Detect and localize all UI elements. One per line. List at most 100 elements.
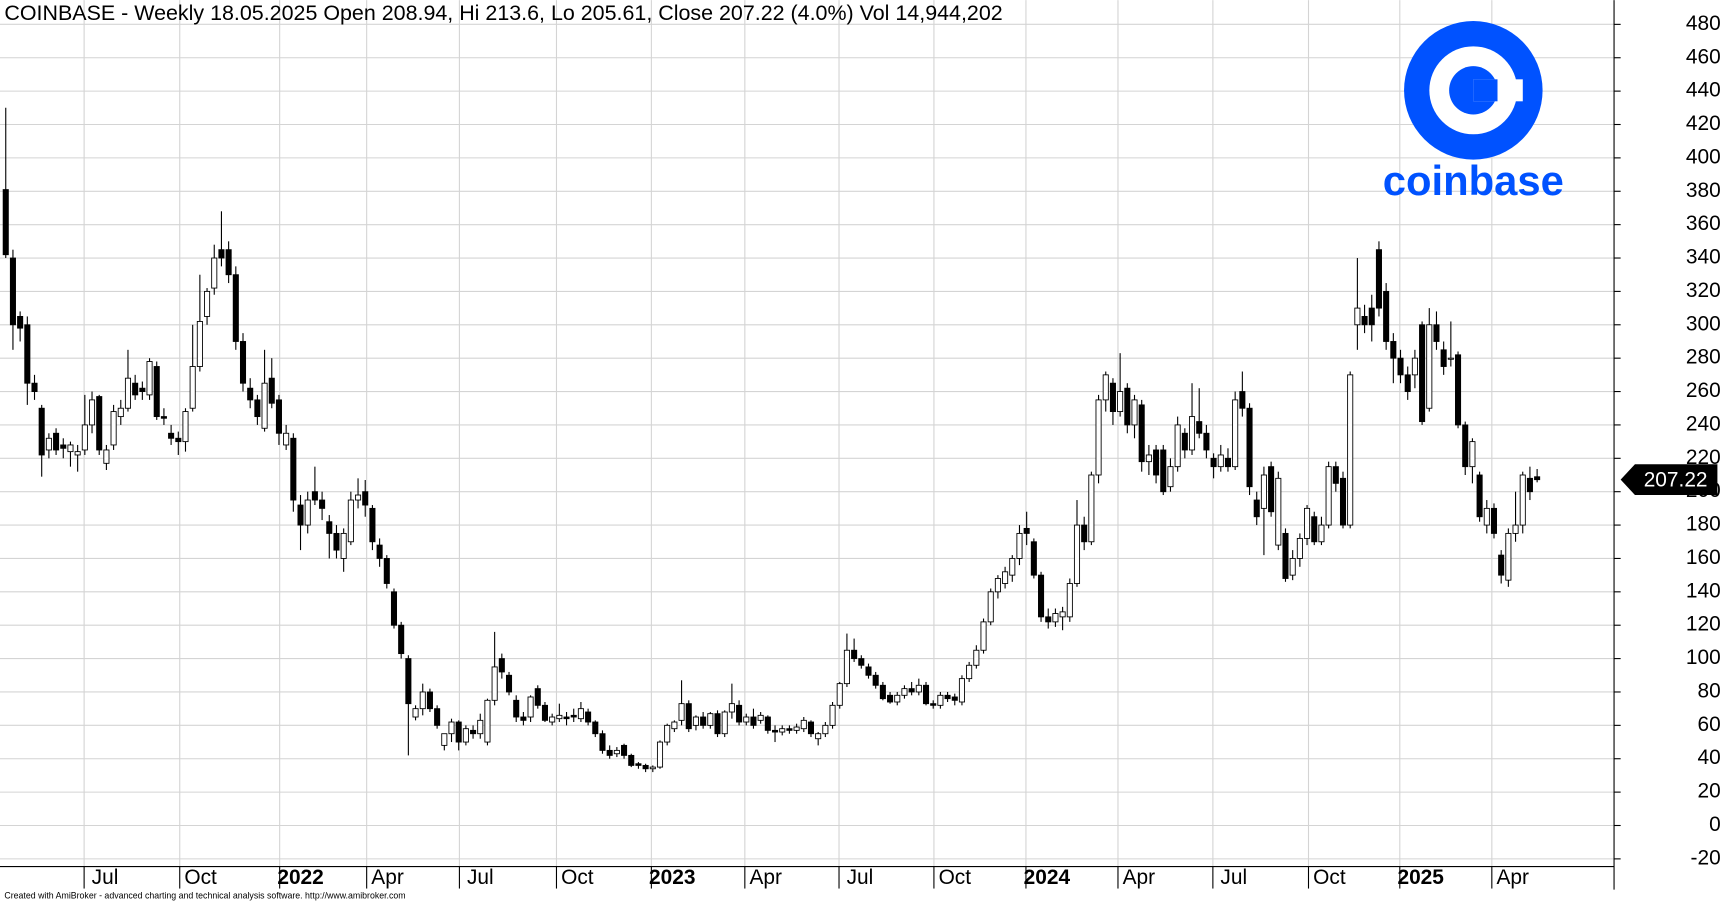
- candle-body: [1196, 421, 1203, 434]
- candle-body: [1016, 532, 1023, 559]
- y-tick-label: -20: [1691, 846, 1721, 869]
- candle-body: [17, 316, 24, 329]
- candle-body: [484, 699, 491, 743]
- candle-body: [96, 396, 103, 451]
- candle-body: [541, 704, 548, 721]
- candle-body: [204, 290, 211, 317]
- candle-body: [872, 674, 879, 686]
- x-tick-label: Apr: [371, 866, 404, 889]
- candle-body: [1188, 416, 1196, 451]
- candle-body: [815, 733, 822, 740]
- candle-body: [1469, 441, 1476, 468]
- x-tick-label: Jul: [1220, 866, 1247, 889]
- candle-body: [247, 387, 254, 401]
- candle-body: [570, 714, 577, 718]
- candle-body: [599, 733, 606, 751]
- candle-body: [966, 664, 973, 680]
- candle-body: [994, 578, 1001, 593]
- candle-body: [225, 249, 232, 276]
- candle-body: [1383, 290, 1390, 342]
- candle-body: [355, 494, 362, 501]
- y-tick-label: 260: [1686, 379, 1721, 402]
- candle-body: [405, 658, 412, 705]
- candle-body: [1153, 449, 1160, 476]
- y-tick-label: 140: [1686, 579, 1721, 602]
- candle-body: [60, 444, 67, 449]
- candle-body: [38, 407, 45, 456]
- candle-body: [1045, 616, 1052, 623]
- candle-body: [1368, 307, 1375, 326]
- candle-body: [520, 716, 527, 721]
- candle-body: [951, 696, 958, 701]
- candle-body: [124, 377, 132, 409]
- x-tick-label: Apr: [1123, 866, 1156, 889]
- candle-body: [1073, 524, 1081, 584]
- candle-body: [829, 704, 836, 726]
- candle-body: [1117, 391, 1124, 413]
- y-tick-label: 100: [1686, 646, 1721, 669]
- y-tick-label: 160: [1686, 546, 1721, 569]
- candle-body: [836, 683, 843, 706]
- candle-body: [1059, 611, 1066, 618]
- x-tick-label: 2024: [1024, 866, 1071, 889]
- candle-body: [1397, 357, 1404, 376]
- y-tick-label: 40: [1697, 746, 1720, 769]
- candle-body: [728, 703, 735, 713]
- candle-body: [1483, 507, 1490, 526]
- candle-body: [196, 321, 203, 367]
- candle-body: [987, 591, 994, 623]
- y-tick-label: 20: [1697, 780, 1720, 803]
- candle-body: [1124, 387, 1131, 426]
- candle-body: [858, 658, 865, 666]
- candle-body: [1361, 316, 1368, 326]
- candle-body: [743, 716, 750, 723]
- candle-body: [67, 444, 74, 453]
- y-tick-label: 0: [1709, 813, 1721, 836]
- candle-body: [779, 728, 786, 733]
- candle-body: [211, 257, 218, 289]
- candle-body: [1066, 583, 1073, 618]
- candle-body: [1325, 466, 1332, 526]
- candle-body: [621, 744, 628, 756]
- candle-body: [901, 688, 908, 696]
- candle-body: [1304, 507, 1311, 539]
- candle-body: [851, 649, 858, 660]
- candle-body: [958, 678, 965, 703]
- candle-body: [232, 274, 239, 342]
- x-tick-label: 2025: [1397, 866, 1444, 889]
- candle-body: [671, 721, 678, 730]
- candle-body: [527, 696, 534, 718]
- candle-body: [441, 733, 448, 746]
- candle-body: [656, 741, 664, 768]
- candle-body: [1088, 474, 1095, 543]
- candle-body: [448, 721, 455, 735]
- candle-body: [218, 249, 225, 259]
- candle-body: [31, 382, 38, 392]
- candle-body: [1275, 477, 1282, 546]
- candle-body: [362, 491, 369, 506]
- candle-body: [980, 621, 987, 651]
- candle-body: [1030, 541, 1037, 576]
- y-tick-label: 380: [1686, 179, 1721, 202]
- candle-body: [1354, 307, 1361, 326]
- candle-body: [577, 708, 584, 720]
- candle-body: [1167, 466, 1174, 488]
- candle-body: [369, 507, 376, 543]
- y-tick-label: 300: [1686, 312, 1721, 335]
- candle-body: [1160, 449, 1167, 493]
- candle-body: [894, 694, 901, 703]
- candle-body: [1490, 507, 1498, 534]
- candle-body: [1318, 524, 1325, 543]
- candle-body: [319, 499, 326, 509]
- candle-body: [376, 544, 383, 559]
- candle-body: [700, 716, 707, 726]
- candle-body: [513, 699, 520, 718]
- candle-body: [1002, 571, 1009, 584]
- candle-body: [1239, 391, 1246, 409]
- candle-body: [1433, 324, 1440, 342]
- candle-body: [1260, 474, 1267, 509]
- candle-body: [103, 449, 110, 464]
- candle-body: [1512, 524, 1519, 534]
- y-tick-label: 360: [1686, 212, 1721, 235]
- candle-body: [786, 728, 793, 731]
